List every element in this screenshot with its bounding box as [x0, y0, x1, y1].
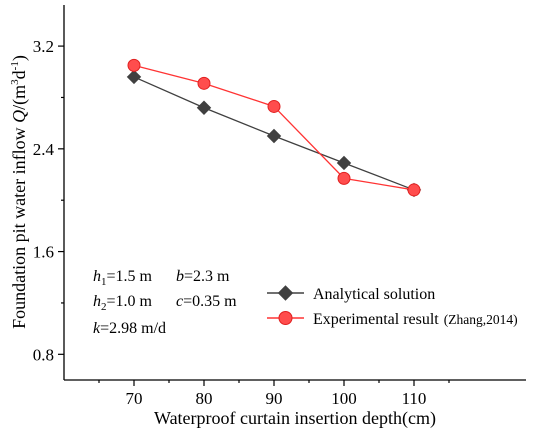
y-tick-label-1.6: 1.6	[33, 243, 54, 262]
data-point-diamond	[266, 128, 282, 144]
series-line	[133, 64, 415, 191]
y-axis-title-mid: d	[9, 70, 29, 79]
legend-item-analytical: Analytical solution	[267, 285, 435, 303]
y-axis-title: Foundation pit water inflow Q/(m3d-1)	[9, 55, 30, 329]
param-b: b=2.3 m	[176, 268, 230, 285]
legend-item-experimental: Experimental result (Zhang,2014)	[267, 311, 518, 328]
x-tick-label-80: 80	[196, 389, 213, 408]
legend-marker-circle	[278, 311, 293, 325]
parameters-annotation: h1=1.5 m b=2.3 m h2=1.0 m c=0.35 m k=2.9…	[93, 268, 237, 337]
y-axis-title-sup2: -1	[9, 61, 21, 70]
data-point-circle	[197, 76, 211, 90]
param-h2: h2=1.0 m	[93, 293, 153, 313]
y-tick-label-2.4: 2.4	[33, 140, 55, 159]
legend-marker-diamond	[277, 285, 294, 301]
legend-label-analytical: Analytical solution	[313, 286, 435, 303]
x-tick-label-100: 100	[331, 389, 357, 408]
param-c: c=0.35 m	[176, 293, 237, 310]
x-axis-title: Waterproof curtain insertion depth(cm)	[154, 408, 436, 429]
legend-label-experimental-cite: (Zhang,2014)	[444, 312, 518, 327]
series-layer	[126, 58, 422, 198]
y-axis-title-var: Q	[9, 110, 29, 123]
x-ticks: 70 80 90 100 110	[98, 380, 450, 408]
legend-label-experimental: Experimental result (Zhang,2014)	[313, 311, 518, 328]
legend-label-experimental-name: Experimental result	[313, 311, 439, 328]
y-axis-title-unit: /(m	[9, 85, 30, 110]
data-point-circle	[407, 183, 421, 197]
data-point-circle	[267, 99, 281, 113]
data-point-circle	[337, 171, 351, 185]
param-k: k=2.98 m/d	[93, 320, 166, 337]
legend: Analytical solution Experimental result (…	[267, 285, 518, 328]
data-point-diamond	[336, 155, 352, 171]
series-analytical	[126, 69, 422, 198]
param-h1: h1=1.5 m	[93, 268, 153, 288]
x-tick-label-70: 70	[126, 389, 143, 408]
y-axis-title-close: )	[9, 55, 30, 61]
y-ticks: 0.8 1.6 2.4 3.2	[33, 37, 64, 364]
y-axis-title-prefix: Foundation pit water inflow	[9, 123, 29, 329]
data-point-circle	[127, 58, 141, 72]
y-tick-label-0.8: 0.8	[33, 345, 54, 364]
y-axis-title-sup1: 3	[9, 79, 21, 85]
y-tick-label-3.2: 3.2	[33, 37, 54, 56]
x-tick-label-110: 110	[402, 389, 427, 408]
x-tick-label-90: 90	[266, 389, 283, 408]
data-point-diamond	[126, 69, 142, 85]
series-experimental	[127, 58, 421, 197]
data-point-diamond	[196, 100, 212, 115]
